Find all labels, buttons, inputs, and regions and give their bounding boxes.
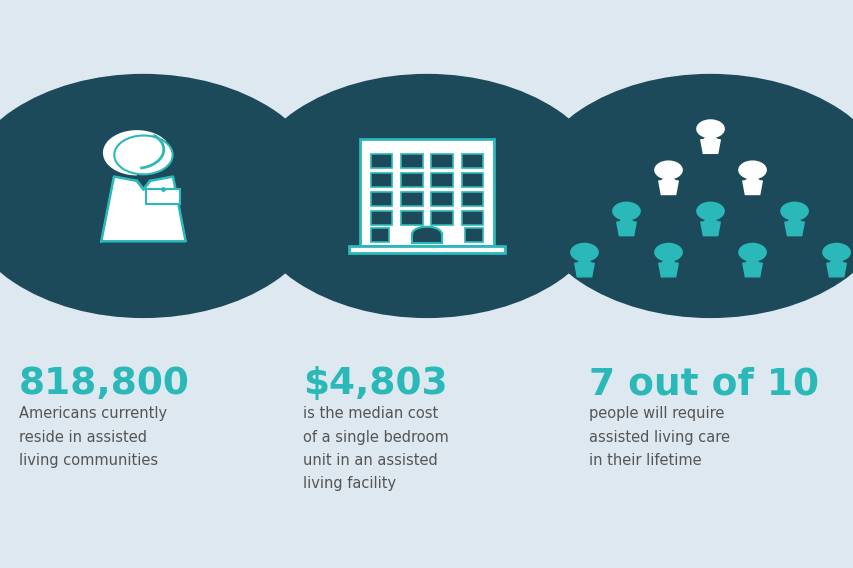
Polygon shape xyxy=(784,222,804,236)
Text: Americans currently
reside in assisted
living communities: Americans currently reside in assisted l… xyxy=(19,406,166,468)
FancyBboxPatch shape xyxy=(461,173,483,187)
FancyBboxPatch shape xyxy=(370,228,389,242)
Polygon shape xyxy=(618,219,633,222)
FancyBboxPatch shape xyxy=(359,139,494,246)
Polygon shape xyxy=(703,136,717,140)
Circle shape xyxy=(821,243,850,262)
Text: is the median cost
of a single bedroom
unit in an assisted
living facility: is the median cost of a single bedroom u… xyxy=(303,406,449,491)
FancyBboxPatch shape xyxy=(370,191,392,206)
Circle shape xyxy=(737,160,766,179)
Polygon shape xyxy=(658,263,677,277)
Circle shape xyxy=(114,136,172,174)
Polygon shape xyxy=(700,222,719,236)
FancyBboxPatch shape xyxy=(401,211,422,224)
FancyBboxPatch shape xyxy=(370,173,392,187)
Polygon shape xyxy=(703,219,717,222)
Polygon shape xyxy=(577,260,591,263)
Polygon shape xyxy=(826,263,845,277)
Circle shape xyxy=(737,243,766,262)
FancyBboxPatch shape xyxy=(431,211,452,224)
Polygon shape xyxy=(102,177,185,241)
Polygon shape xyxy=(574,263,594,277)
FancyBboxPatch shape xyxy=(401,191,422,206)
Polygon shape xyxy=(786,219,801,222)
FancyBboxPatch shape xyxy=(431,173,452,187)
Circle shape xyxy=(570,243,598,262)
Text: 818,800: 818,800 xyxy=(19,366,189,402)
Circle shape xyxy=(653,243,682,262)
Circle shape xyxy=(612,202,640,221)
Polygon shape xyxy=(745,177,759,181)
Polygon shape xyxy=(660,260,675,263)
Circle shape xyxy=(0,74,327,318)
FancyBboxPatch shape xyxy=(370,154,392,168)
Circle shape xyxy=(653,160,682,179)
Text: people will require
assisted living care
in their lifetime: people will require assisted living care… xyxy=(589,406,729,468)
Polygon shape xyxy=(828,260,843,263)
FancyBboxPatch shape xyxy=(461,154,483,168)
FancyBboxPatch shape xyxy=(349,246,504,253)
Polygon shape xyxy=(742,263,762,277)
Polygon shape xyxy=(742,181,762,194)
FancyBboxPatch shape xyxy=(370,211,392,224)
Polygon shape xyxy=(616,222,635,236)
FancyBboxPatch shape xyxy=(461,191,483,206)
Polygon shape xyxy=(745,260,759,263)
Text: 7 out of 10: 7 out of 10 xyxy=(589,366,818,402)
Polygon shape xyxy=(412,227,441,243)
Circle shape xyxy=(526,74,853,318)
FancyBboxPatch shape xyxy=(461,211,483,224)
Circle shape xyxy=(780,202,808,221)
FancyBboxPatch shape xyxy=(401,173,422,187)
Text: $4,803: $4,803 xyxy=(303,366,447,402)
FancyBboxPatch shape xyxy=(464,228,483,242)
FancyBboxPatch shape xyxy=(146,189,180,204)
Polygon shape xyxy=(660,177,675,181)
Circle shape xyxy=(243,74,610,318)
Polygon shape xyxy=(658,181,677,194)
FancyBboxPatch shape xyxy=(401,154,422,168)
FancyBboxPatch shape xyxy=(431,154,452,168)
Wedge shape xyxy=(103,130,166,176)
FancyBboxPatch shape xyxy=(431,191,452,206)
Circle shape xyxy=(695,119,724,139)
Polygon shape xyxy=(700,140,719,153)
Circle shape xyxy=(695,202,724,221)
